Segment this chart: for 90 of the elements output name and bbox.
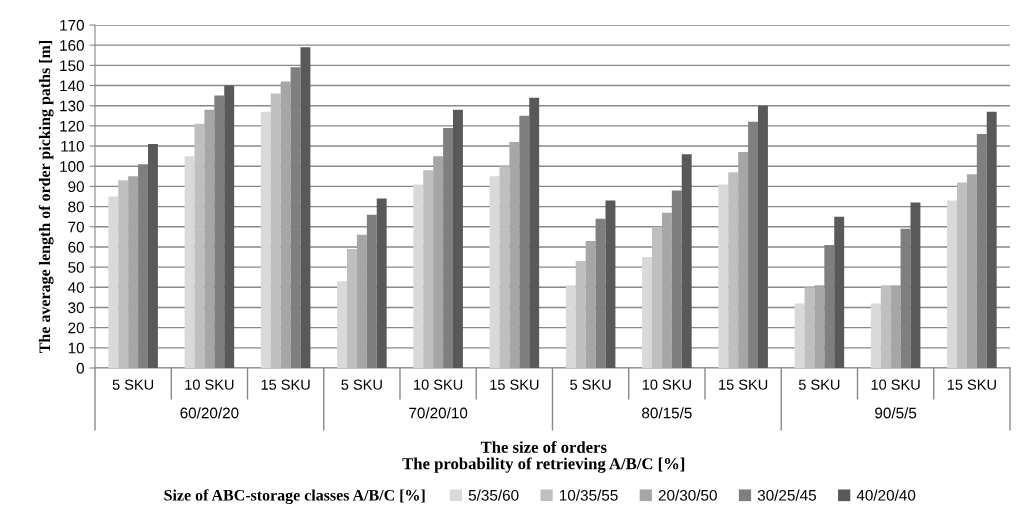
text: 60/20/20 — [180, 407, 239, 419]
x-tick-label: 15 SKU — [490, 379, 539, 390]
bar — [870, 303, 881, 368]
bar — [529, 97, 540, 368]
bar — [204, 109, 215, 368]
x-tick-label: 10 SKU — [185, 379, 234, 390]
bar — [890, 285, 901, 368]
bar — [652, 226, 662, 368]
bar — [728, 172, 739, 368]
bar — [880, 285, 891, 368]
y-tick-label: 170 — [60, 19, 84, 31]
bar — [423, 170, 434, 368]
y-axis-title: The average length of order picking paths [m] — [38, 41, 54, 353]
text: 80/15/5 — [642, 407, 692, 419]
y-tick-label: 10 — [68, 342, 84, 354]
legend-title: Size of ABC-storage classes A/B/C [%] — [164, 489, 425, 504]
x-tick-label: 15 SKU — [947, 379, 996, 390]
bar — [260, 111, 271, 368]
y-tick-label: 90 — [68, 181, 84, 193]
bar — [376, 198, 387, 368]
bar — [910, 202, 921, 368]
bar — [565, 285, 576, 368]
bar — [184, 156, 195, 368]
bar — [300, 47, 311, 368]
bar — [108, 196, 119, 368]
x-tick-label: 15 SKU — [261, 379, 310, 390]
y-tick-label: 80 — [68, 201, 84, 213]
y-tick-label: 70 — [68, 221, 84, 233]
bar — [814, 285, 825, 368]
y-tick-label: 160 — [60, 40, 84, 51]
x-tick-label: 5 SKU — [112, 379, 154, 390]
bar — [452, 109, 463, 368]
y-tick-label: 50 — [68, 261, 84, 273]
x-tick-label: 10 SKU — [642, 379, 691, 390]
bar — [575, 261, 586, 368]
bar — [681, 154, 692, 368]
bar — [194, 123, 205, 368]
y-tick-label: 150 — [60, 60, 84, 72]
x-tick-label: 5 SKU — [341, 379, 382, 390]
bar — [804, 287, 815, 368]
x-axis-title: The size of orders The probability of retrieving A/B/C [%] — [402, 440, 685, 473]
bar — [347, 248, 357, 368]
bar — [270, 93, 281, 368]
bar — [605, 200, 616, 368]
text: 70/20/10 — [409, 407, 468, 419]
legend-label: 5/35/60 — [468, 489, 519, 501]
y-tick-label: 120 — [60, 120, 84, 132]
x-tick-label: 10 SKU — [871, 379, 920, 390]
bar — [128, 176, 139, 368]
x-tick-label: 10 SKU — [414, 379, 463, 390]
x-tick-label: 5 SKU — [798, 379, 840, 390]
bar — [966, 174, 977, 368]
bar — [757, 105, 768, 368]
y-tick-label: 100 — [60, 161, 84, 172]
legend-label: 10/35/55 — [559, 489, 618, 501]
bar — [986, 111, 997, 368]
bar — [509, 142, 520, 368]
y-tick-label: 0 — [76, 362, 84, 374]
bar — [413, 184, 424, 368]
bar — [356, 234, 367, 368]
bar — [585, 240, 596, 368]
legend-label: 20/30/50 — [658, 489, 717, 501]
y-tick-label: 60 — [68, 241, 84, 253]
x-tick-label: 5 SKU — [570, 379, 611, 390]
bar — [118, 180, 129, 368]
y-tick-label: 140 — [60, 80, 84, 92]
bar — [794, 303, 805, 368]
x-tick-label: 15 SKU — [719, 379, 768, 390]
bar — [642, 257, 653, 368]
legend-label: 40/20/40 — [856, 489, 916, 501]
bar — [433, 156, 444, 368]
y-tick-label: 40 — [67, 282, 84, 293]
bar — [489, 176, 500, 368]
y-tick-label: 20 — [68, 322, 84, 334]
y-tick-label: 110 — [61, 140, 84, 152]
bar — [499, 166, 510, 368]
y-tick-label: 130 — [60, 100, 84, 112]
bar — [957, 182, 967, 368]
bar — [224, 85, 235, 368]
legend-label: 30/25/45 — [757, 489, 817, 501]
bar — [718, 184, 729, 368]
bar — [337, 281, 348, 368]
bar — [738, 152, 749, 368]
text: 90/5/5 — [875, 407, 917, 419]
bar — [147, 144, 158, 368]
bar — [661, 212, 672, 368]
bar — [834, 216, 845, 368]
y-tick-label: 30 — [68, 302, 84, 314]
bar — [280, 81, 291, 368]
bar — [947, 200, 958, 368]
